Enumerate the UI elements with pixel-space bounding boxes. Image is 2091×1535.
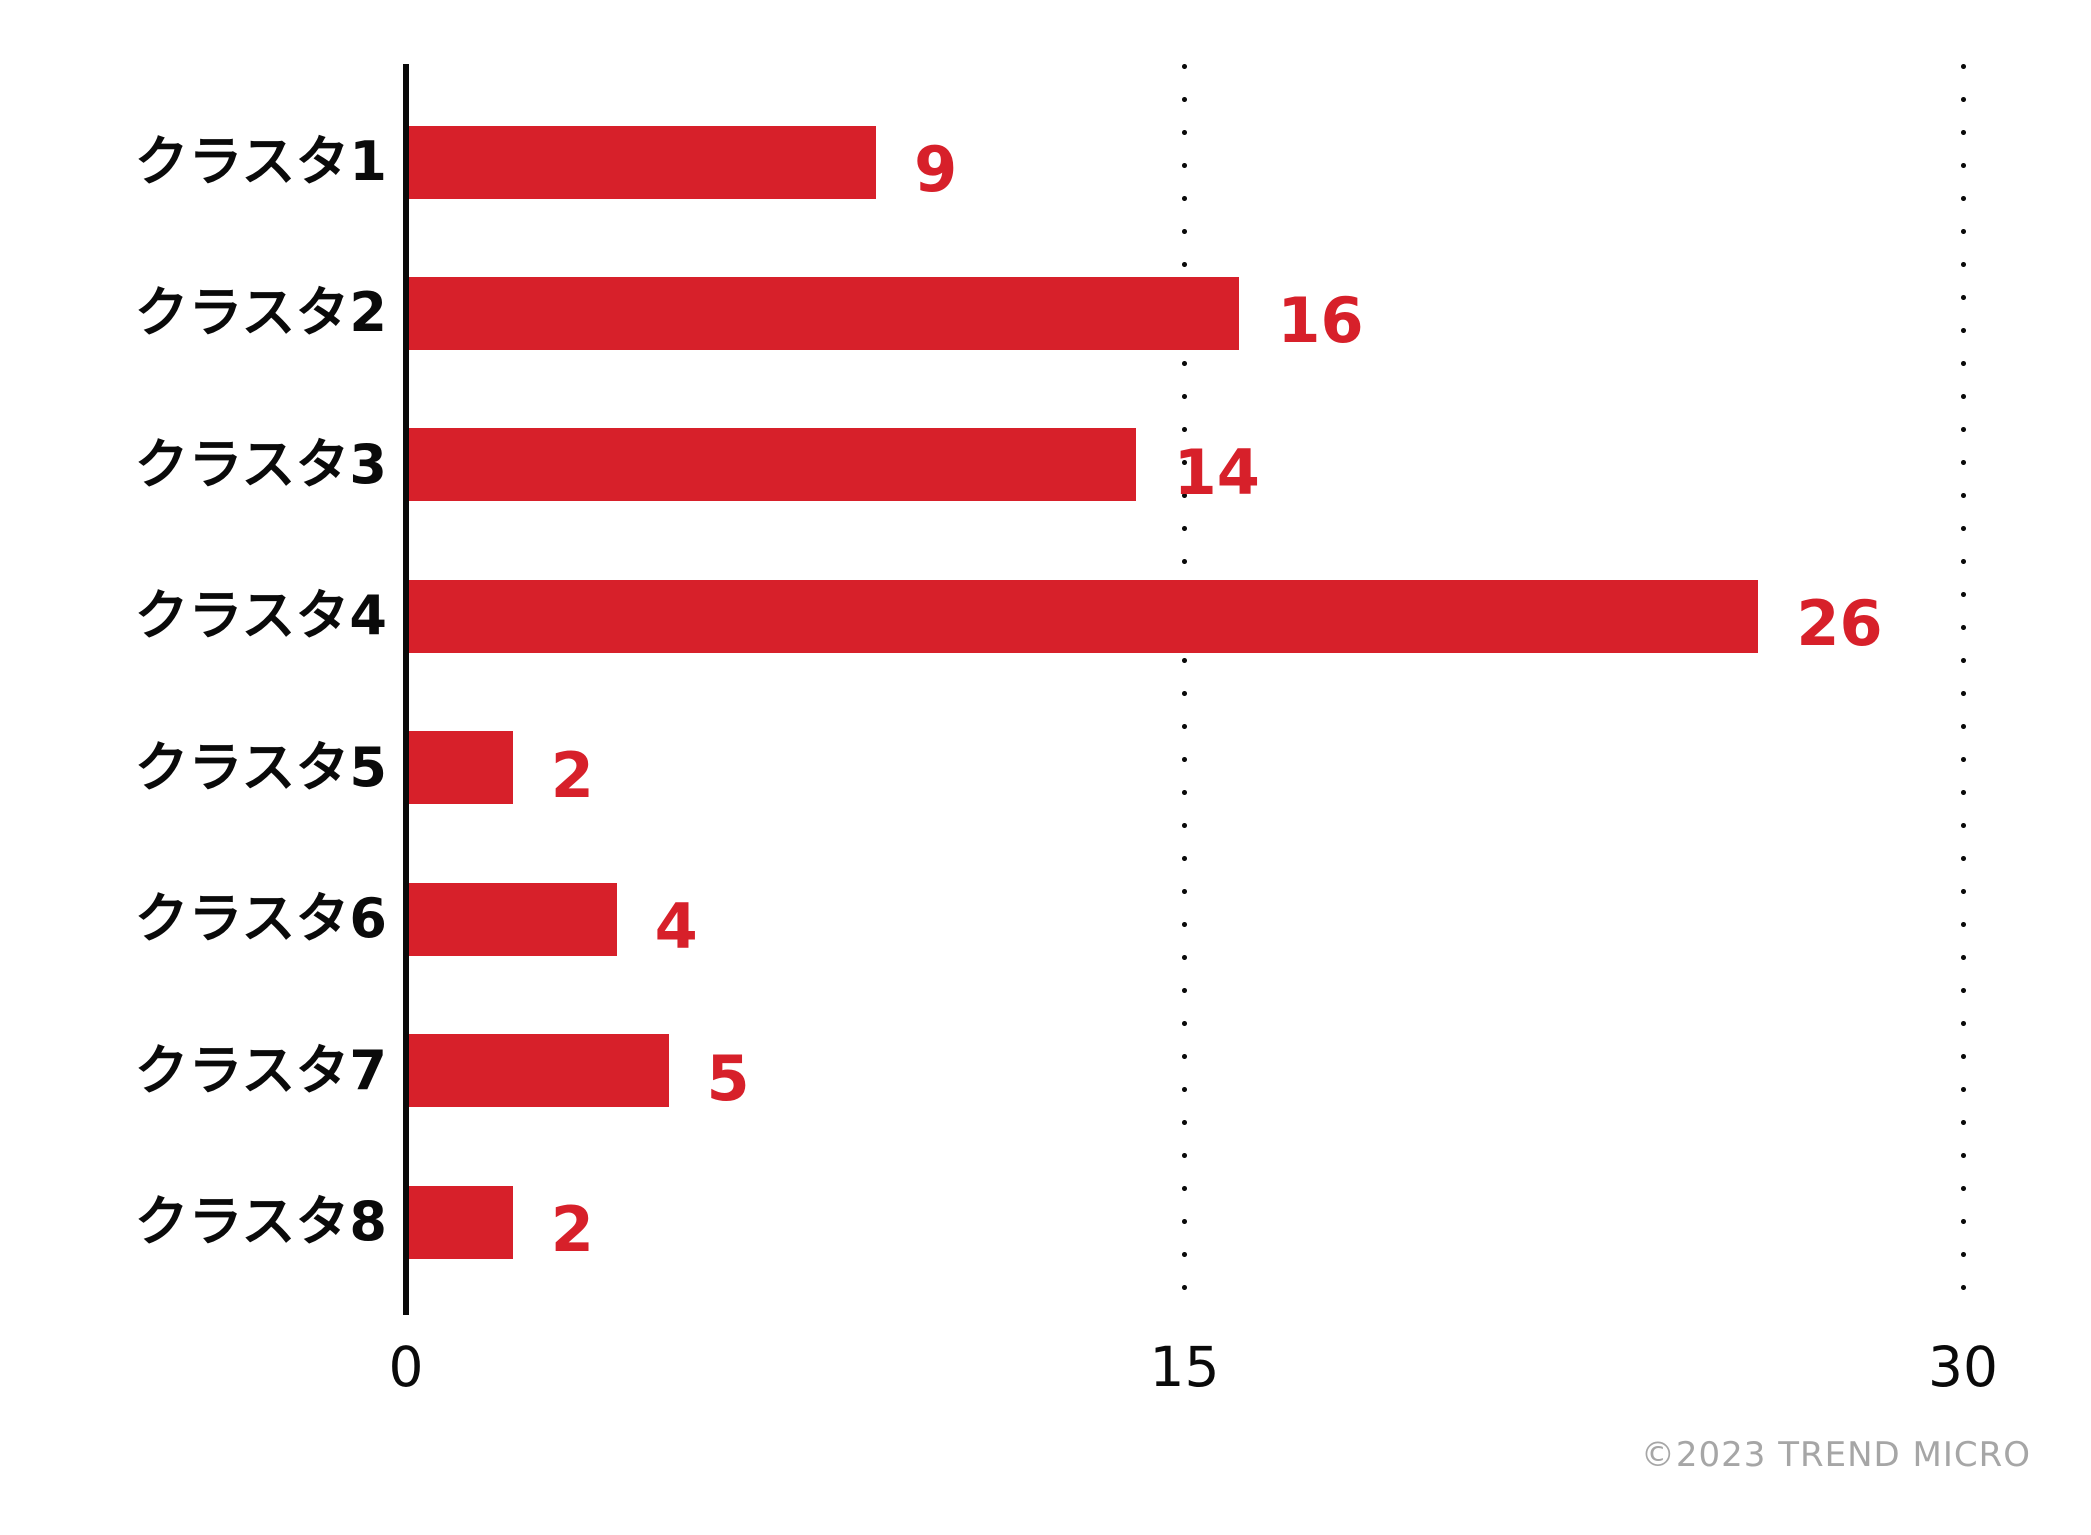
bar (409, 1034, 669, 1108)
bar-value-label: 2 (550, 738, 594, 812)
bar (409, 579, 1759, 653)
x-tick-label-30: 30 (1928, 1335, 1998, 1399)
x-tick-label-15: 15 (1149, 1335, 1220, 1399)
bar-label: クラスタ6 (134, 887, 388, 951)
y-axis-line (403, 64, 409, 1315)
bar-label: クラスタ7 (134, 1038, 388, 1102)
bar-value-label: 4 (654, 890, 698, 964)
bar-value-label: 2 (550, 1193, 594, 1267)
x-tick-label-0: 0 (388, 1335, 424, 1399)
bar-label: クラスタ3 (134, 432, 388, 496)
bar-label: クラスタ4 (134, 584, 388, 648)
bar-value-label: 9 (914, 133, 958, 206)
bar-label: クラスタ8 (134, 1190, 388, 1254)
copyright-text: ©2023 TREND MICRO (1640, 1435, 2031, 1475)
bar (409, 125, 877, 199)
bar-label: クラスタ5 (134, 735, 388, 799)
bar-value-label: 16 (1277, 284, 1364, 358)
bar-label: クラスタ1 (134, 130, 388, 193)
gridline-30 (1960, 64, 1966, 1315)
bar-value-label: 26 (1796, 587, 1883, 661)
bar (409, 882, 617, 956)
bar-value-label: 14 (1173, 435, 1260, 509)
bar (409, 1185, 513, 1259)
bar (409, 428, 1136, 502)
bar (409, 276, 1240, 350)
gridline-15 (1182, 64, 1187, 1315)
bar-label: クラスタ2 (134, 281, 388, 345)
bar (409, 731, 513, 805)
bar-value-label: 5 (706, 1041, 750, 1115)
